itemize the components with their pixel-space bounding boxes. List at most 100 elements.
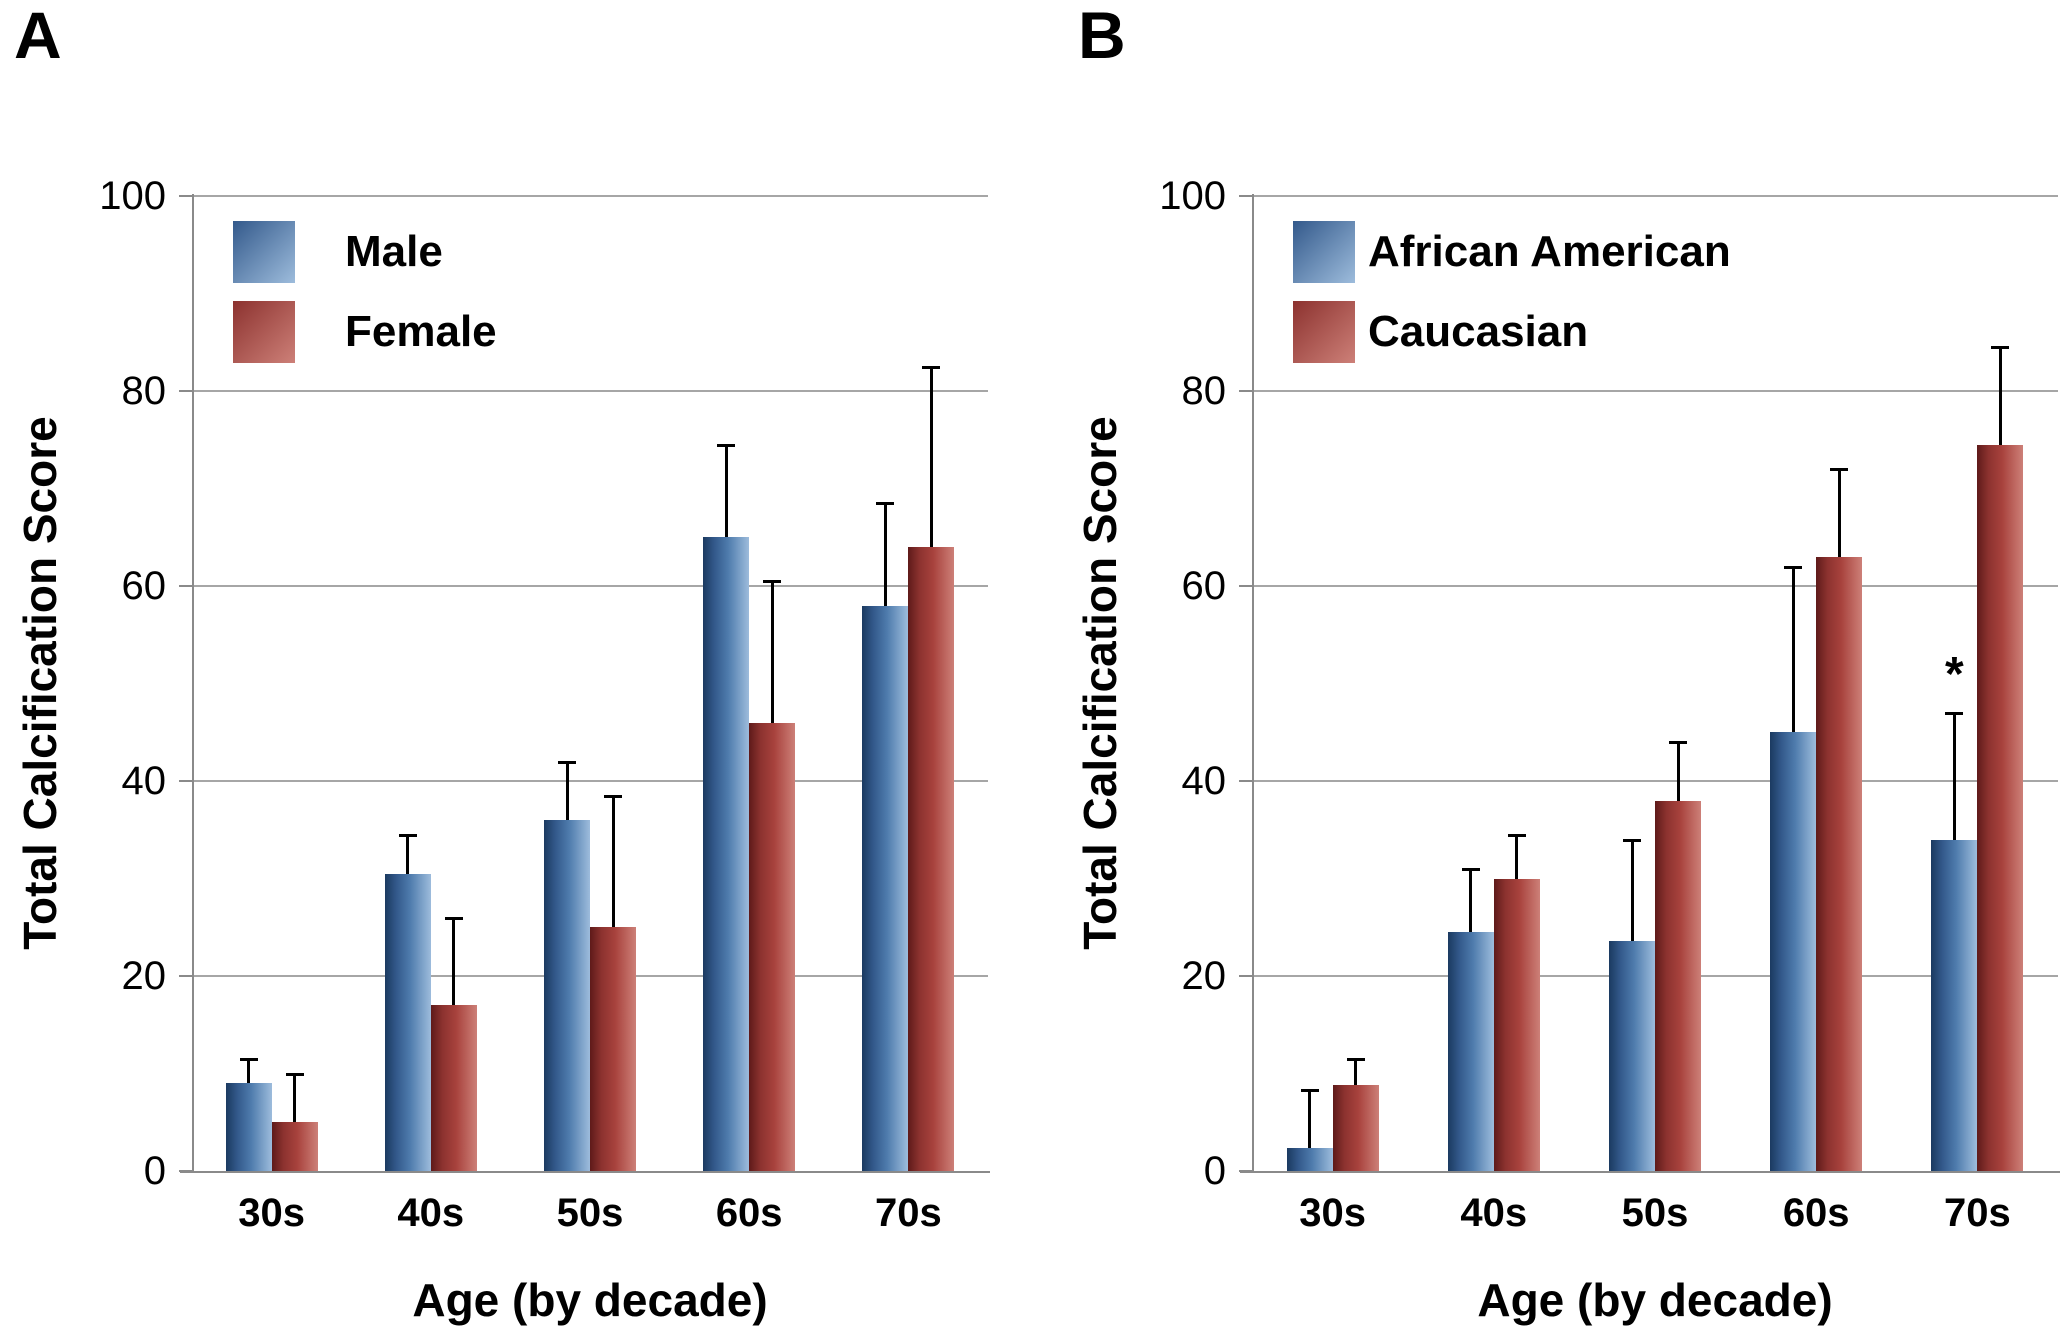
panel-b-category-label-40s: 40s xyxy=(1460,1191,1528,1235)
legend-label-female: Female xyxy=(345,307,497,356)
panel-b-x-axis-title: Age (by decade) xyxy=(1477,1274,1833,1326)
panel-a-letter: A xyxy=(14,0,62,72)
bar-male-50s xyxy=(544,820,590,1171)
panel-a-y-tick-label-80: 80 xyxy=(121,369,167,413)
error-bar-cap-caucasian-50s xyxy=(1669,741,1687,744)
bar-african-american-70s xyxy=(1931,839,1978,1171)
panel-a-category-label-30s: 30s xyxy=(238,1191,305,1235)
error-bar-cap-female-30s xyxy=(285,1072,304,1076)
error-bar-cap-female-40s xyxy=(444,916,463,920)
error-bar-african-american-70s xyxy=(1952,712,1956,840)
bar-female-50s xyxy=(590,927,636,1171)
error-bar-cap-female-60s xyxy=(763,580,782,584)
bar-african-american-50s xyxy=(1609,940,1655,1171)
bar-male-40s xyxy=(384,873,431,1171)
bar-male-60s xyxy=(703,537,750,1171)
bar-caucasian-50s xyxy=(1655,800,1701,1171)
panel-b-category-label-60s: 60s xyxy=(1782,1191,1850,1235)
panel-a-category-label-70s: 70s xyxy=(875,1191,942,1235)
error-bar-cap-male-60s xyxy=(717,443,736,447)
error-bar-male-70s xyxy=(883,503,887,606)
error-bar-african-american-40s xyxy=(1469,868,1473,933)
panel-b-y-tick-60 xyxy=(1239,585,1252,587)
panel-b-y-tick-80 xyxy=(1239,390,1252,392)
error-bar-male-50s xyxy=(565,761,569,820)
panel-b-category-label-70s: 70s xyxy=(1944,1191,2011,1235)
panel-b-y-tick-40 xyxy=(1239,780,1252,782)
error-bar-cap-female-50s xyxy=(604,794,622,798)
error-bar-african-american-50s xyxy=(1630,839,1634,941)
legend-swatch-male xyxy=(233,221,295,283)
error-bar-cap-african-american-50s xyxy=(1623,838,1641,842)
bar-caucasian-30s xyxy=(1332,1085,1379,1171)
panel-b-x-axis-line xyxy=(1240,1171,2060,1173)
error-bar-cap-caucasian-70s xyxy=(1991,346,2010,350)
error-bar-cap-african-american-60s xyxy=(1784,565,1803,569)
error-bar-caucasian-40s xyxy=(1515,834,1519,879)
panel-a-y-tick-80 xyxy=(179,390,192,392)
panel-a-category-label-50s: 50s xyxy=(556,1191,624,1235)
panel-b-y-tick-label-20: 20 xyxy=(1181,954,1227,998)
panel-a-gridline-40 xyxy=(192,780,988,782)
panel-b-category-label-50s: 50s xyxy=(1621,1191,1689,1235)
error-bar-caucasian-60s xyxy=(1837,469,1841,557)
panel-a-gridline-100 xyxy=(192,195,988,197)
error-bar-female-60s xyxy=(770,581,774,723)
bar-african-american-40s xyxy=(1447,932,1494,1171)
bar-male-70s xyxy=(862,605,909,1171)
panel-b-gridline-80 xyxy=(1252,390,2058,392)
error-bar-cap-caucasian-60s xyxy=(1830,468,1849,471)
error-bar-cap-male-50s xyxy=(558,760,576,764)
legend-swatch-african-american xyxy=(1293,221,1355,283)
panel-b-y-tick-label-0: 0 xyxy=(1203,1149,1226,1193)
panel-b-y-tick-label-80: 80 xyxy=(1181,369,1227,413)
error-bar-male-40s xyxy=(406,834,410,874)
panel-b-y-tick-100 xyxy=(1239,195,1252,197)
legend-swatch-caucasian xyxy=(1293,301,1355,363)
panel-b-letter: B xyxy=(1078,0,1126,72)
bar-caucasian-40s xyxy=(1493,878,1540,1171)
panel-b-y-tick-20 xyxy=(1239,975,1252,977)
panel-a-gridline-60 xyxy=(192,585,988,587)
panel-a-y-tick-100 xyxy=(179,195,192,197)
error-bar-african-american-30s xyxy=(1308,1090,1312,1148)
panel-a-gridline-80 xyxy=(192,390,988,392)
panel-b-y-tick-label-40: 40 xyxy=(1181,759,1227,803)
panel-b-gridline-60 xyxy=(1252,585,2058,587)
error-bar-caucasian-30s xyxy=(1354,1058,1358,1086)
bar-female-60s xyxy=(749,722,796,1171)
panel-a-x-axis-line xyxy=(180,1171,990,1173)
panel-a-y-tick-20 xyxy=(179,975,192,977)
error-bar-cap-caucasian-40s xyxy=(1507,833,1526,837)
panel-b-y-tick-label-100: 100 xyxy=(1159,174,1226,218)
error-bar-cap-male-30s xyxy=(239,1057,258,1061)
error-bar-cap-caucasian-30s xyxy=(1346,1057,1365,1061)
bar-female-30s xyxy=(271,1122,318,1171)
legend-label-african-american: African American xyxy=(1368,227,1731,276)
error-bar-cap-african-american-70s xyxy=(1945,711,1964,715)
error-bar-female-50s xyxy=(611,795,615,928)
bar-female-40s xyxy=(430,1005,477,1171)
panel-a-y-tick-label-40: 40 xyxy=(121,759,167,803)
error-bar-african-american-60s xyxy=(1791,566,1795,733)
panel-a-y-axis-line xyxy=(192,194,194,1173)
error-bar-cap-female-70s xyxy=(922,365,941,369)
panel-a-y-tick-label-0: 0 xyxy=(143,1149,166,1193)
error-bar-male-60s xyxy=(724,444,728,538)
error-bar-female-70s xyxy=(929,366,933,547)
error-bar-cap-male-40s xyxy=(398,833,417,837)
bar-female-70s xyxy=(908,547,955,1171)
bar-african-american-30s xyxy=(1286,1147,1333,1171)
panel-a-y-tick-label-20: 20 xyxy=(121,954,167,998)
bar-caucasian-70s xyxy=(1977,444,2024,1171)
error-bar-male-30s xyxy=(247,1058,251,1084)
error-bar-cap-african-american-30s xyxy=(1300,1089,1319,1093)
panel-b-gridline-100 xyxy=(1252,195,2058,197)
error-bar-caucasian-50s xyxy=(1676,742,1680,801)
bar-african-american-60s xyxy=(1770,732,1817,1171)
panel-a-y-tick-60 xyxy=(179,585,192,587)
panel-b-y-axis-title: Total Calcification Score xyxy=(1074,416,1126,950)
panel-a-y-tick-40 xyxy=(179,780,192,782)
panel-a-x-axis-title: Age (by decade) xyxy=(412,1274,768,1326)
